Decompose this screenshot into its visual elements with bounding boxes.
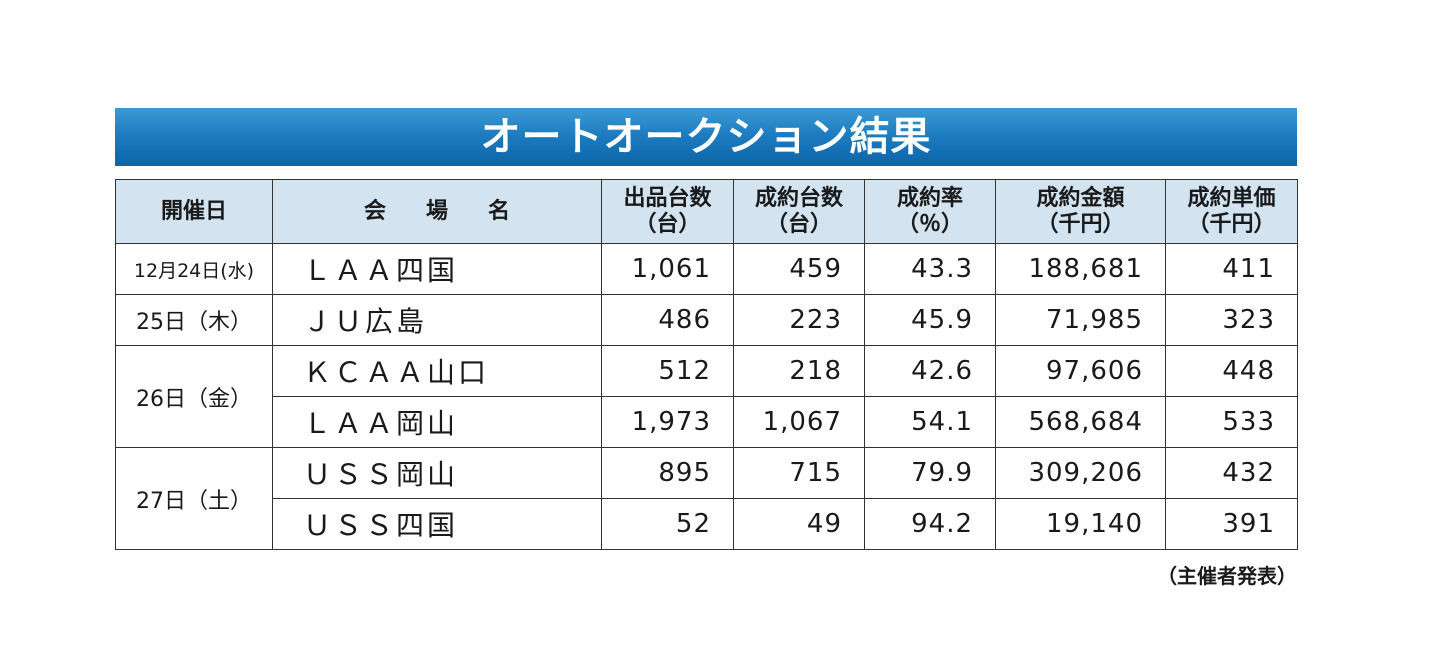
table-body: 12月24日(水) ＬＡＡ四国 1,061 459 43.3 188,681 4…: [115, 243, 1298, 550]
sold-cell: 218: [733, 345, 865, 397]
venue-cell: ＵＳＳ四国: [272, 498, 602, 550]
venue-cell: ＬＡＡ岡山: [272, 396, 602, 448]
table-row: ＬＡＡ岡山 1,973 1,067 54.1 568,684 533: [116, 396, 1298, 448]
listed-cell: 486: [601, 294, 734, 346]
venue-cell: ＵＳＳ岡山: [272, 447, 602, 499]
rate-cell: 43.3: [864, 243, 996, 295]
header-unit-price: 成約単価 （千円）: [1165, 179, 1298, 244]
amount-cell: 71,985: [995, 294, 1166, 346]
header-rate: 成約率 （％）: [864, 179, 996, 244]
date-cell: 26日（金）: [115, 345, 273, 448]
listed-cell: 52: [601, 498, 734, 550]
rate-cell: 42.6: [864, 345, 996, 397]
listed-cell: 895: [601, 447, 734, 499]
sold-cell: 223: [733, 294, 865, 346]
sold-cell: 715: [733, 447, 865, 499]
listed-cell: 512: [601, 345, 734, 397]
header-sold: 成約台数 （台）: [733, 179, 865, 244]
header-venue: 会場名: [272, 179, 602, 244]
header-date: 開催日: [115, 179, 273, 244]
title-banner: オートオークション結果: [115, 108, 1297, 166]
header-amount: 成約金額 （千円）: [995, 179, 1166, 244]
table-row: 27日（土） ＵＳＳ岡山 895 715 79.9 309,206 432: [115, 447, 1298, 550]
rate-cell: 79.9: [864, 447, 996, 499]
amount-cell: 188,681: [995, 243, 1166, 295]
listed-cell: 1,061: [601, 243, 734, 295]
header-row: 開催日 会場名 出品台数 （台） 成約台数 （台） 成約率 （％） 成約金額 （…: [115, 179, 1298, 244]
sold-cell: 459: [733, 243, 865, 295]
unit-price-cell: 533: [1165, 396, 1298, 448]
page-title: オートオークション結果: [480, 114, 932, 160]
auction-results-table: 開催日 会場名 出品台数 （台） 成約台数 （台） 成約率 （％） 成約金額 （…: [115, 179, 1298, 550]
table-row: 25日（木） ＪＵ広島 486 223 45.9 71,985 323: [115, 294, 1298, 346]
unit-price-cell: 411: [1165, 243, 1298, 295]
source-note: （主催者発表）: [1157, 564, 1297, 588]
venue-cell: ＬＡＡ四国: [272, 243, 602, 295]
rate-cell: 54.1: [864, 396, 996, 448]
table-row: ＵＳＳ四国 52 49 94.2 19,140 391: [116, 498, 1298, 550]
date-cell: 25日（木）: [115, 294, 273, 346]
venue-cell: ＫＣＡＡ山口: [272, 345, 602, 397]
amount-cell: 568,684: [995, 396, 1166, 448]
unit-price-cell: 391: [1165, 498, 1298, 550]
unit-price-cell: 432: [1165, 447, 1298, 499]
listed-cell: 1,973: [601, 396, 734, 448]
rate-cell: 45.9: [864, 294, 996, 346]
amount-cell: 309,206: [995, 447, 1166, 499]
unit-price-cell: 323: [1165, 294, 1298, 346]
date-cell: 12月24日(水): [115, 243, 273, 295]
header-listed: 出品台数 （台）: [601, 179, 734, 244]
table-row: 12月24日(水) ＬＡＡ四国 1,061 459 43.3 188,681 4…: [115, 243, 1298, 295]
amount-cell: 97,606: [995, 345, 1166, 397]
sold-cell: 1,067: [733, 396, 865, 448]
venue-cell: ＪＵ広島: [272, 294, 602, 346]
rate-cell: 94.2: [864, 498, 996, 550]
table-row: 26日（金） ＫＣＡＡ山口 512 218 42.6 97,606 448: [115, 345, 1298, 448]
amount-cell: 19,140: [995, 498, 1166, 550]
table-header: 開催日 会場名 出品台数 （台） 成約台数 （台） 成約率 （％） 成約金額 （…: [115, 179, 1298, 244]
sold-cell: 49: [733, 498, 865, 550]
date-cell: 27日（土）: [115, 447, 273, 550]
unit-price-cell: 448: [1165, 345, 1298, 397]
